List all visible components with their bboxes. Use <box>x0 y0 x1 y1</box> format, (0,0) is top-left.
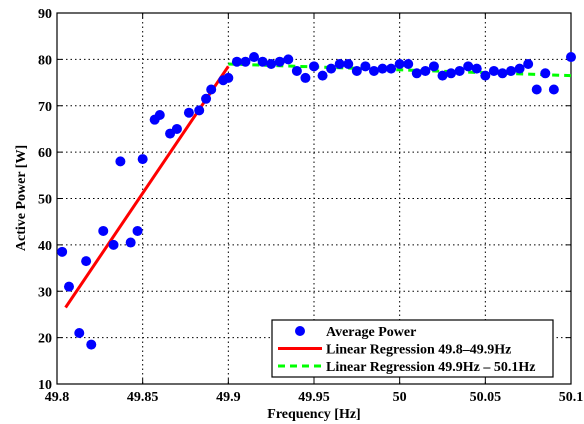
y-tick-label: 10 <box>38 378 52 393</box>
data-point <box>300 72 311 83</box>
data-point <box>231 56 242 67</box>
data-point <box>240 56 251 67</box>
data-point <box>386 63 397 74</box>
data-point <box>394 59 405 70</box>
data-point <box>446 68 457 79</box>
data-point <box>266 59 277 70</box>
data-point <box>334 59 345 70</box>
data-point <box>74 327 85 338</box>
x-tick-label: 50.05 <box>470 390 502 405</box>
y-tick-label: 40 <box>38 239 52 254</box>
y-tick-label: 80 <box>38 53 52 68</box>
data-point <box>403 59 414 70</box>
data-point <box>201 93 212 104</box>
x-tick-label: 49.85 <box>127 390 159 405</box>
legend-marker <box>295 326 305 336</box>
data-point <box>343 59 354 70</box>
y-tick-label: 50 <box>38 193 52 208</box>
y-tick-label: 30 <box>38 285 52 300</box>
data-point <box>428 61 439 72</box>
data-point <box>309 61 319 72</box>
data-point <box>360 61 371 72</box>
data-point <box>471 63 482 74</box>
data-point <box>125 237 136 248</box>
data-point <box>506 65 517 76</box>
x-axis-title: Frequency [Hz] <box>267 407 360 422</box>
legend-label: Linear Regression 49.9Hz – 50.1Hz <box>326 360 535 375</box>
data-point <box>377 63 388 74</box>
data-point <box>566 52 576 63</box>
legend-label: Average Power <box>326 325 416 340</box>
data-point <box>420 65 431 76</box>
data-point <box>98 225 109 236</box>
data-point <box>368 65 379 76</box>
axes: 49.8 49.85 49.9 49.95 50 50.05 50.1 10 20 30 40 50 6… <box>38 7 583 405</box>
y-tick-label: 90 <box>38 7 52 22</box>
data-point <box>411 68 422 79</box>
data-point <box>523 59 534 70</box>
data-point <box>437 70 448 81</box>
data-point <box>488 65 499 76</box>
legend: Average Power Linear Regression 49.8–49.9… <box>271 319 554 378</box>
data-point <box>274 56 285 67</box>
data-point <box>454 65 465 76</box>
data-point <box>514 63 525 74</box>
legend-label: Linear Regression 49.8–49.9Hz <box>326 343 511 358</box>
data-point <box>351 65 362 76</box>
data-point <box>531 84 542 95</box>
data-point <box>108 239 119 250</box>
data-point <box>183 107 194 118</box>
regression-line-high <box>228 62 572 78</box>
data-point <box>81 256 92 267</box>
data-point <box>223 72 234 83</box>
y-tick-label: 20 <box>38 332 52 347</box>
data-point <box>57 246 68 257</box>
data-point <box>206 84 217 95</box>
data-point <box>249 52 260 63</box>
y-axis-title: Active Power [W] <box>14 145 29 251</box>
data-point <box>326 63 337 74</box>
data-point <box>283 54 294 65</box>
data-point <box>548 84 559 95</box>
data-point <box>154 110 165 121</box>
x-tick-label: 49.95 <box>298 390 330 405</box>
y-tick-label: 70 <box>38 100 52 115</box>
x-tick-label: 49.9 <box>216 390 241 405</box>
series-layer <box>57 52 576 350</box>
data-point <box>137 154 148 165</box>
data-point <box>317 70 328 81</box>
y-tick-label: 60 <box>38 146 52 161</box>
data-point <box>497 68 508 79</box>
x-tick-label: 50 <box>393 390 407 405</box>
data-point <box>194 105 205 116</box>
data-point <box>291 65 302 76</box>
data-point <box>132 225 143 236</box>
data-point <box>463 61 474 72</box>
x-tick-label: 49.8 <box>45 390 70 405</box>
data-point <box>257 56 268 67</box>
data-point <box>480 70 491 81</box>
x-tick-label: 50.1 <box>559 390 584 405</box>
data-point <box>540 68 551 79</box>
data-point <box>171 123 182 134</box>
data-point <box>115 156 126 167</box>
data-point <box>63 281 74 292</box>
data-point <box>86 339 97 350</box>
